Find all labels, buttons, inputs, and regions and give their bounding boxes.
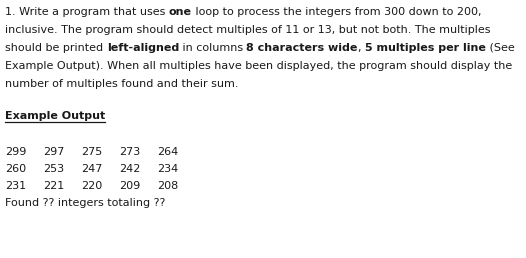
Text: 260: 260 xyxy=(5,164,26,174)
Text: in columns: in columns xyxy=(179,43,247,53)
Text: ,: , xyxy=(358,43,365,53)
Text: 273: 273 xyxy=(119,147,140,157)
Text: Example Output). When all multiples have been displayed, the program should disp: Example Output). When all multiples have… xyxy=(5,61,512,71)
Text: 220: 220 xyxy=(81,181,102,191)
Text: 208: 208 xyxy=(157,181,178,191)
Text: 209: 209 xyxy=(119,181,140,191)
Text: one: one xyxy=(169,7,192,17)
Text: 253: 253 xyxy=(43,164,64,174)
Text: Example Output: Example Output xyxy=(5,111,105,121)
Text: 1. Write a program that uses: 1. Write a program that uses xyxy=(5,7,169,17)
Text: (See: (See xyxy=(485,43,514,53)
Text: 234: 234 xyxy=(157,164,178,174)
Text: inclusive. The program should detect multiples of 11 or 13, but not both. The mu: inclusive. The program should detect mul… xyxy=(5,25,491,35)
Text: number of multiples found and their sum.: number of multiples found and their sum. xyxy=(5,79,238,89)
Text: 8 characters wide: 8 characters wide xyxy=(247,43,358,53)
Text: 299: 299 xyxy=(5,147,26,157)
Text: 231: 231 xyxy=(5,181,26,191)
Text: 275: 275 xyxy=(81,147,102,157)
Text: loop to process the integers from 300 down to 200,: loop to process the integers from 300 do… xyxy=(192,7,481,17)
Text: 242: 242 xyxy=(119,164,140,174)
Text: 297: 297 xyxy=(43,147,64,157)
Text: 221: 221 xyxy=(43,181,64,191)
Text: left-aligned: left-aligned xyxy=(107,43,179,53)
Text: should be printed: should be printed xyxy=(5,43,107,53)
Text: 247: 247 xyxy=(81,164,103,174)
Text: Found ?? integers totaling ??: Found ?? integers totaling ?? xyxy=(5,198,165,208)
Text: 264: 264 xyxy=(157,147,178,157)
Text: 5 multiples per line: 5 multiples per line xyxy=(365,43,485,53)
